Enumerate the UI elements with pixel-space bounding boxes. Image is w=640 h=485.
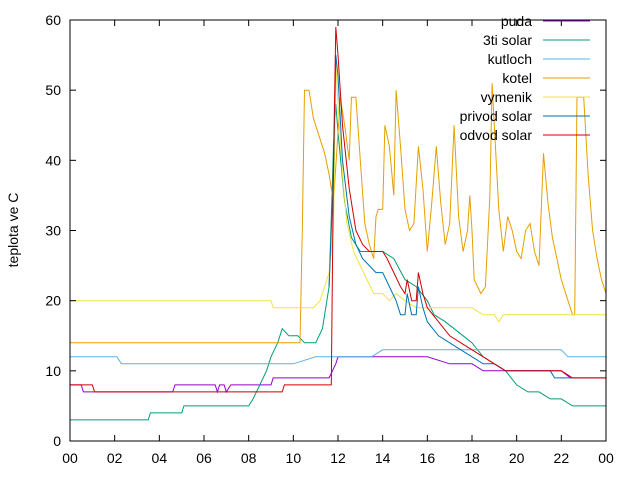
y-tick-label: 30 <box>45 223 61 239</box>
x-tick-label: 20 <box>509 450 525 466</box>
series-layer <box>70 26 607 421</box>
y-tick-label: 10 <box>45 363 61 379</box>
series-line-vymenik <box>70 62 606 323</box>
legend-label-odvod-solar: odvod solar <box>460 127 533 143</box>
series-line-kotel <box>70 83 607 344</box>
series-line-puda <box>70 356 606 394</box>
x-tick-label: 22 <box>554 450 570 466</box>
legend-label-privod-solar: privod solar <box>460 108 533 124</box>
series-line-kutloch <box>70 349 606 365</box>
x-tick-label: 00 <box>598 450 614 466</box>
legend-label-3ti-solar: 3ti solar <box>483 32 532 48</box>
series-line-odvod-solar <box>70 26 606 393</box>
x-tick-label: 06 <box>196 450 212 466</box>
y-axis-label: teplota ve C <box>5 193 21 268</box>
y-tick-label: 60 <box>45 12 61 28</box>
x-tick-label: 16 <box>420 450 436 466</box>
x-tick-label: 10 <box>286 450 302 466</box>
x-tick-label: 12 <box>330 450 346 466</box>
series-line-3ti-solar <box>70 104 606 421</box>
x-tick-label: 18 <box>464 450 480 466</box>
x-tick-label: 02 <box>107 450 123 466</box>
y-tick-label: 50 <box>45 82 61 98</box>
x-tick-label: 08 <box>241 450 257 466</box>
x-tick-label: 14 <box>375 450 391 466</box>
legend-label-puda: puda <box>501 13 532 29</box>
series-line-privod-solar <box>328 55 573 379</box>
x-tick-label: 04 <box>152 450 168 466</box>
y-tick-label: 0 <box>53 433 61 449</box>
legend-label-kotel: kotel <box>502 70 532 86</box>
y-tick-label: 40 <box>45 152 61 168</box>
x-tick-label: 00 <box>62 450 78 466</box>
legend-label-kutloch: kutloch <box>488 51 532 67</box>
legend-label-vymenik: vymenik <box>481 89 533 105</box>
y-tick-label: 20 <box>45 293 61 309</box>
legend: puda 3ti solar kutloch kotel vymenik privod s… <box>460 13 590 143</box>
